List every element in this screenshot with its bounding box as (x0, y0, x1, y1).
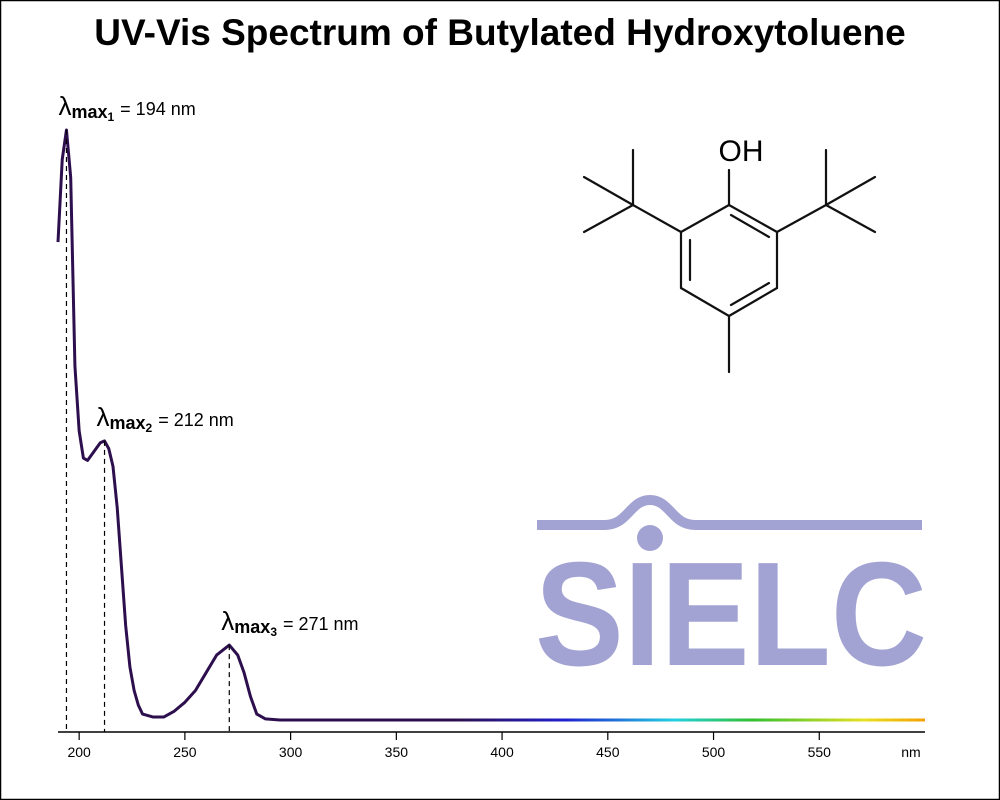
x-tick-label: 400 (490, 744, 514, 760)
peak-text: = 194 nm (120, 99, 196, 119)
molecule: OH (582, 135, 877, 374)
peak-index: 2 (146, 421, 153, 435)
x-tick-label: 300 (279, 744, 303, 760)
chart-title: UV-Vis Spectrum of Butylated Hydroxytolu… (94, 12, 905, 53)
x-tick-label: 550 (808, 744, 832, 760)
peak-label: λmax3 = 271 nm (221, 606, 358, 639)
logo-text: SIELC (535, 532, 927, 697)
lambda-symbol: λ (97, 402, 110, 432)
peak-index: 1 (107, 110, 114, 124)
spectrum-line (56, 128, 925, 722)
logo-dot (637, 525, 663, 551)
logo: SIELC (535, 494, 927, 697)
x-tick-label: 200 (67, 744, 91, 760)
lambda-symbol: λ (221, 606, 234, 636)
x-axis-label: nm (901, 744, 920, 760)
peak-text: = 271 nm (283, 614, 359, 634)
peak-label: λmax1 = 194 nm (58, 91, 195, 124)
lambda-symbol: λ (58, 91, 71, 121)
x-tick-label: 350 (385, 744, 409, 760)
peak-index: 3 (270, 625, 277, 639)
x-tick-label: 450 (596, 744, 620, 760)
max-label: max (110, 413, 146, 433)
peak-label: λmax2 = 212 nm (97, 402, 234, 435)
structure-label: OH (719, 135, 764, 168)
x-tick-label: 250 (173, 744, 197, 760)
max-label: max (71, 102, 107, 122)
logo-swoosh (537, 494, 922, 530)
x-tick-label: 500 (702, 744, 726, 760)
max-label: max (234, 617, 270, 637)
peak-text: = 212 nm (158, 410, 234, 430)
